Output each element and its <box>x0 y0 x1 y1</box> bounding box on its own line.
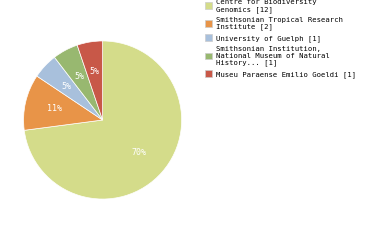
Wedge shape <box>24 41 182 199</box>
Legend: Centre for Biodiversity
Genomics [12], Smithsonian Tropical Research
Institute [: Centre for Biodiversity Genomics [12], S… <box>205 0 356 78</box>
Wedge shape <box>77 41 103 120</box>
Text: 5%: 5% <box>62 82 72 91</box>
Wedge shape <box>54 45 103 120</box>
Text: 5%: 5% <box>74 72 84 81</box>
Wedge shape <box>24 76 103 130</box>
Text: 11%: 11% <box>48 104 62 113</box>
Wedge shape <box>37 57 103 120</box>
Text: 70%: 70% <box>132 148 147 157</box>
Text: 5%: 5% <box>90 67 100 76</box>
